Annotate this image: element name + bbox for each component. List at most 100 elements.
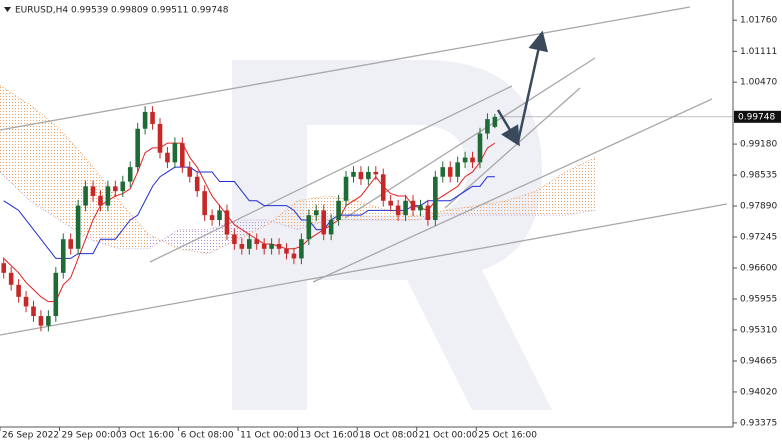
watermark	[232, 60, 552, 410]
x-tick-label: 3 Oct 16:00	[121, 431, 174, 441]
candle-body	[485, 119, 490, 134]
candle-body	[239, 244, 245, 249]
cloud-segment	[238, 219, 268, 240]
candle-body	[336, 200, 341, 220]
candle-body	[425, 205, 431, 220]
candle-body	[23, 296, 29, 307]
candle-body	[440, 167, 446, 177]
candle-body	[135, 128, 140, 168]
candle-body	[75, 205, 81, 249]
y-tick-label: 0.95955	[740, 294, 777, 304]
candle-body	[180, 143, 185, 168]
cloud-segment	[178, 229, 209, 254]
candle-body	[113, 186, 118, 192]
y-tick-label: 0.93375	[740, 418, 777, 428]
candle-body	[53, 272, 59, 317]
cloud-segment	[416, 210, 447, 220]
candle-body	[343, 176, 349, 201]
trend-line	[344, 57, 596, 219]
cloud-segment	[29, 104, 60, 220]
candle-body	[46, 316, 51, 326]
candle-body	[165, 152, 170, 163]
candle-body	[276, 244, 282, 249]
candle-body	[462, 157, 468, 163]
candle-body	[31, 306, 36, 317]
cloud-layer	[0, 85, 596, 255]
y-tick-label: 0.97245	[740, 233, 777, 243]
cloud-segment	[89, 162, 120, 249]
candle-body	[477, 133, 483, 163]
cloud-segment	[446, 205, 477, 216]
cloud-segment	[386, 210, 417, 220]
cloud-segment	[0, 85, 30, 201]
candle-body	[194, 176, 200, 192]
x-tick-label: 6 Oct 08:00	[181, 431, 234, 441]
cloud-segment	[148, 229, 179, 249]
candle-body	[105, 186, 111, 206]
cloud-segment	[535, 171, 566, 216]
y-tick-label: 0.94020	[740, 387, 777, 397]
chart-title: EURUSD,H4 0.99539 0.99809 0.99511 0.9974…	[15, 6, 229, 16]
candle-body	[16, 284, 21, 297]
cloud-segment	[208, 219, 239, 254]
candle-body	[358, 171, 364, 180]
candle-body	[433, 176, 438, 220]
trend-lines	[0, 6, 728, 336]
candle-body	[1, 263, 7, 273]
y-tick-label: 1.00470	[740, 78, 777, 88]
arrow	[496, 109, 520, 147]
candle-body	[38, 316, 44, 326]
x-tick-label: 11 Oct 00:00	[240, 431, 299, 441]
candle-body	[395, 205, 401, 216]
candle-body	[403, 200, 408, 216]
x-tick-label: 29 Sep 00:00	[62, 431, 122, 441]
candle-body	[98, 195, 103, 206]
candle-body	[83, 186, 88, 206]
candle-body	[127, 167, 133, 182]
trend-line	[444, 87, 581, 209]
trend-line	[312, 98, 713, 283]
last-price-box	[734, 110, 781, 123]
x-tick-label: 26 Sep 2022	[2, 431, 59, 441]
candle-body	[120, 181, 126, 192]
candle-layer	[1, 106, 733, 332]
candle-body	[492, 116, 498, 127]
y-tick-label: 1.01760	[740, 16, 777, 26]
candle-body	[306, 215, 312, 240]
candle-body	[224, 210, 230, 235]
candle-body	[388, 200, 393, 206]
y-tick-label: 1.01111	[740, 47, 777, 57]
candle-body	[447, 167, 453, 177]
candle-body	[373, 171, 379, 175]
candle-body	[142, 111, 148, 129]
cloud-segment	[506, 191, 536, 216]
candle-body	[60, 239, 66, 273]
candle-body	[157, 123, 163, 153]
candle-body	[261, 244, 267, 249]
candle-body	[187, 167, 193, 177]
candle-body	[246, 239, 252, 249]
axis-layer: 1.01760 1.01111 1.00470 0.99180 0.98535 0.978…	[0, 16, 781, 441]
candle-body	[217, 210, 222, 220]
y-tick-label: 0.96600	[740, 264, 777, 274]
x-tick-label: 21 Oct 00:00	[419, 431, 478, 441]
candle-body	[68, 239, 73, 249]
candle-body	[313, 210, 319, 216]
trend-line	[0, 6, 691, 131]
trend-line	[149, 85, 513, 263]
cloud-span	[0, 171, 596, 250]
y-tick-label: 0.97890	[740, 202, 777, 212]
candle-body	[254, 239, 260, 244]
candle-body	[321, 210, 327, 235]
forecast-arrows	[496, 30, 549, 147]
y-tick-label: 0.98535	[740, 171, 777, 181]
candle-body	[8, 272, 14, 285]
cloud-segment	[565, 157, 596, 216]
cloud-segment	[59, 128, 90, 240]
candle-body	[328, 219, 334, 235]
arrow	[516, 30, 549, 143]
candle-body	[410, 200, 416, 211]
candle-body	[418, 205, 423, 211]
trend-line	[0, 203, 728, 336]
